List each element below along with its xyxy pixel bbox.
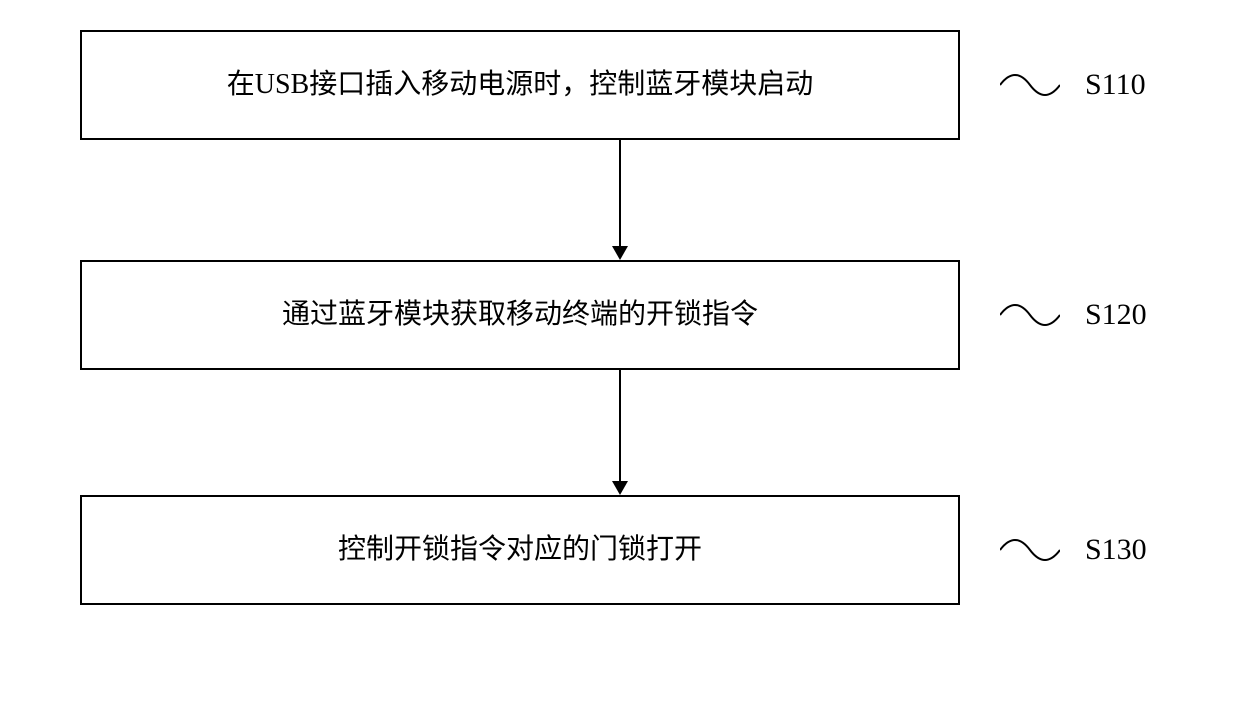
flow-step-1-text: 在USB接口插入移动电源时，控制蓝牙模块启动	[227, 65, 813, 104]
flow-step-2-text: 通过蓝牙模块获取移动终端的开锁指令	[282, 295, 758, 334]
flow-step-3: 控制开锁指令对应的门锁打开	[80, 495, 960, 605]
connector-curve-icon	[1000, 295, 1060, 335]
step-label-2: S120	[1000, 295, 1147, 335]
arrow-head-icon	[612, 246, 628, 260]
flow-step-2: 通过蓝牙模块获取移动终端的开锁指令	[80, 260, 960, 370]
connector-curve-icon	[1000, 65, 1060, 105]
step-label-1-text: S110	[1085, 68, 1146, 102]
step-label-2-text: S120	[1085, 298, 1147, 332]
arrow-head-icon	[612, 481, 628, 495]
flow-arrow-1	[180, 140, 1060, 260]
arrow-line	[619, 370, 621, 481]
flow-arrow-2	[180, 370, 1060, 495]
arrow-line	[619, 140, 621, 246]
connector-curve-icon	[1000, 530, 1060, 570]
step-label-3: S130	[1000, 530, 1147, 570]
step-label-3-text: S130	[1085, 533, 1147, 567]
step-label-1: S110	[1000, 65, 1146, 105]
flow-step-3-text: 控制开锁指令对应的门锁打开	[338, 530, 702, 569]
flow-step-1: 在USB接口插入移动电源时，控制蓝牙模块启动	[80, 30, 960, 140]
